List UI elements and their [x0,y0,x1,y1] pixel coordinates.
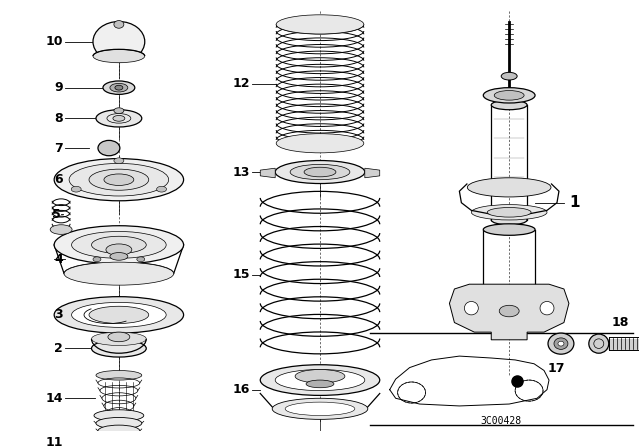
Ellipse shape [93,257,101,262]
Text: 4: 4 [54,253,63,266]
Ellipse shape [93,49,145,63]
Ellipse shape [114,108,124,113]
Ellipse shape [92,340,147,357]
Ellipse shape [492,215,527,225]
Text: 12: 12 [233,78,250,90]
Ellipse shape [54,159,184,201]
Ellipse shape [110,253,128,260]
Ellipse shape [102,440,136,448]
Ellipse shape [487,207,531,217]
Ellipse shape [115,85,123,90]
Ellipse shape [89,306,148,323]
Text: 3: 3 [54,308,63,321]
Ellipse shape [295,370,345,383]
Ellipse shape [100,433,138,444]
Text: 17: 17 [547,362,564,375]
Text: 1: 1 [569,195,579,210]
Ellipse shape [276,134,364,153]
Ellipse shape [72,302,166,327]
Ellipse shape [96,370,142,380]
Ellipse shape [106,244,132,255]
Ellipse shape [54,297,184,333]
Ellipse shape [483,293,535,304]
Ellipse shape [113,116,125,121]
Ellipse shape [108,332,130,342]
Text: 13: 13 [233,165,250,179]
Ellipse shape [499,305,519,317]
Ellipse shape [304,167,336,177]
Ellipse shape [494,90,524,100]
Ellipse shape [558,341,564,346]
Ellipse shape [275,370,365,391]
Ellipse shape [104,174,134,185]
Ellipse shape [96,418,142,429]
Text: 5: 5 [52,208,61,221]
Ellipse shape [114,21,124,28]
Polygon shape [260,168,275,178]
Text: 16: 16 [233,383,250,396]
Ellipse shape [260,365,380,396]
Ellipse shape [114,158,124,164]
Ellipse shape [467,178,551,197]
Ellipse shape [540,302,554,315]
Ellipse shape [110,83,128,92]
Ellipse shape [554,338,568,349]
Ellipse shape [272,398,368,419]
Text: 8: 8 [54,112,63,125]
Ellipse shape [471,205,547,220]
Text: 14: 14 [45,392,63,405]
Text: 15: 15 [233,268,250,281]
Ellipse shape [50,225,72,234]
Ellipse shape [89,169,148,190]
Ellipse shape [92,332,147,345]
Ellipse shape [275,160,365,184]
Text: 3C00428: 3C00428 [481,416,522,426]
Text: 11: 11 [45,436,63,448]
Ellipse shape [103,81,135,95]
Ellipse shape [98,425,140,437]
Ellipse shape [306,380,334,388]
Text: 10: 10 [45,35,63,48]
Polygon shape [449,284,569,340]
Ellipse shape [98,140,120,156]
Ellipse shape [94,410,144,421]
Ellipse shape [548,333,574,354]
Text: 6: 6 [54,173,63,186]
Ellipse shape [492,100,527,110]
Text: 2: 2 [54,342,63,355]
Ellipse shape [71,186,81,192]
Ellipse shape [483,88,535,103]
Polygon shape [365,168,380,178]
Ellipse shape [64,262,173,285]
Ellipse shape [285,402,355,416]
Ellipse shape [483,224,535,235]
Ellipse shape [96,110,142,127]
Ellipse shape [465,302,478,315]
Ellipse shape [92,236,147,254]
Text: 9: 9 [54,81,63,94]
Ellipse shape [157,186,166,192]
Ellipse shape [72,232,166,258]
Ellipse shape [54,226,184,264]
Ellipse shape [276,15,364,34]
Ellipse shape [93,22,145,62]
Ellipse shape [137,257,145,262]
Ellipse shape [589,334,609,353]
Ellipse shape [290,164,350,180]
Ellipse shape [69,164,169,196]
Text: 7: 7 [54,142,63,155]
Ellipse shape [501,72,517,80]
Text: 18: 18 [612,316,629,329]
